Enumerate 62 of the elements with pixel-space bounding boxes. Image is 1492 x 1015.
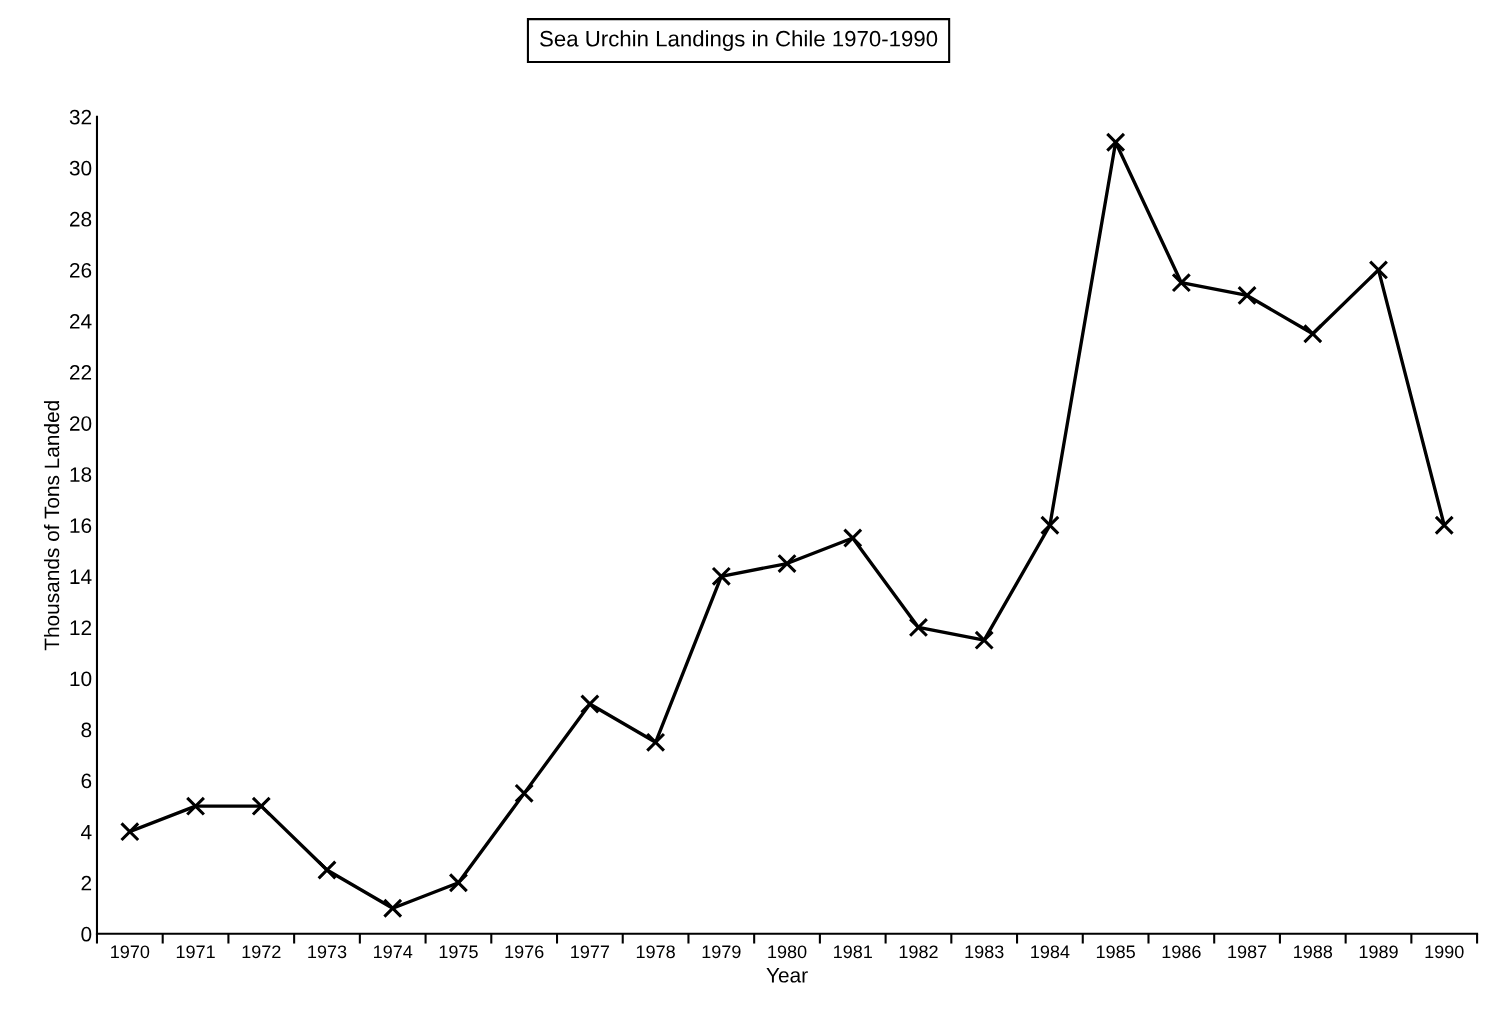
y-tick-label: 12	[70, 620, 92, 635]
x-tick-label: 1987	[1228, 945, 1267, 959]
x-tick-label: 1988	[1294, 945, 1333, 959]
x-tick-label: 1985	[1096, 945, 1135, 959]
x-tick-label: 1983	[965, 945, 1004, 959]
y-axis-title: Thousands of Tons Landed	[43, 401, 60, 651]
y-tick-label: 14	[70, 569, 92, 584]
y-tick-label: 26	[70, 262, 92, 278]
point	[908, 617, 929, 638]
point	[251, 796, 272, 816]
y-tick-label: 28	[70, 211, 92, 227]
y-tick-label: 20	[70, 416, 92, 431]
x-tick-label: 1974	[374, 945, 413, 959]
y-tick-label: 0	[81, 926, 92, 942]
y-tick-label: 22	[70, 365, 92, 380]
chart-title: Sea Urchin Landings in Chile 1970-1990	[540, 30, 938, 51]
x-tick-label: 1986	[1162, 945, 1201, 959]
point	[1171, 272, 1192, 293]
x-tick-label: 1982	[899, 945, 938, 959]
x-tick-label: 1979	[702, 945, 741, 959]
point	[1237, 285, 1257, 306]
point	[580, 694, 600, 714]
x-tick-label: 1978	[636, 945, 675, 959]
point	[842, 528, 863, 548]
y-tick-label: 10	[70, 671, 92, 687]
y-tick-label: 2	[81, 875, 92, 891]
point	[711, 566, 732, 587]
x-tick-label: 1970	[111, 945, 150, 959]
y-tick-label: 32	[69, 109, 92, 125]
point	[1368, 260, 1389, 280]
point	[119, 821, 140, 842]
x-tick-label: 1972	[242, 945, 281, 959]
point	[1434, 515, 1455, 536]
x-tick-label: 1976	[505, 945, 544, 959]
y-tick-label: 18	[70, 467, 92, 482]
x-tick-label: 1984	[1031, 945, 1070, 959]
point	[185, 796, 206, 816]
point	[777, 553, 797, 574]
point	[645, 732, 666, 753]
point	[382, 898, 403, 919]
x-tick-label: 1975	[439, 945, 478, 959]
y-tick-label: 30	[69, 160, 92, 176]
x-tick-label: 1973	[308, 945, 347, 959]
x-tick-label: 1980	[768, 945, 807, 959]
x-tick-label: 1990	[1425, 945, 1464, 959]
point	[514, 783, 535, 804]
point	[317, 860, 337, 880]
x-tick-label: 1981	[834, 945, 872, 959]
point	[448, 872, 469, 893]
y-tick-label: 8	[81, 722, 92, 738]
y-tick-label: 16	[70, 518, 92, 534]
y-tick-label: 4	[81, 824, 92, 840]
x-tick-label: 1989	[1359, 945, 1398, 959]
y-tick-label: 24	[70, 314, 92, 329]
x-tick-label: 1977	[571, 945, 610, 959]
point	[974, 630, 995, 651]
x-axis-title: Year	[766, 968, 808, 983]
point	[1105, 132, 1126, 153]
x-tick-label: 1971	[176, 945, 215, 959]
y-tick-label: 6	[81, 773, 92, 789]
point	[1302, 323, 1323, 344]
point	[1040, 515, 1060, 536]
